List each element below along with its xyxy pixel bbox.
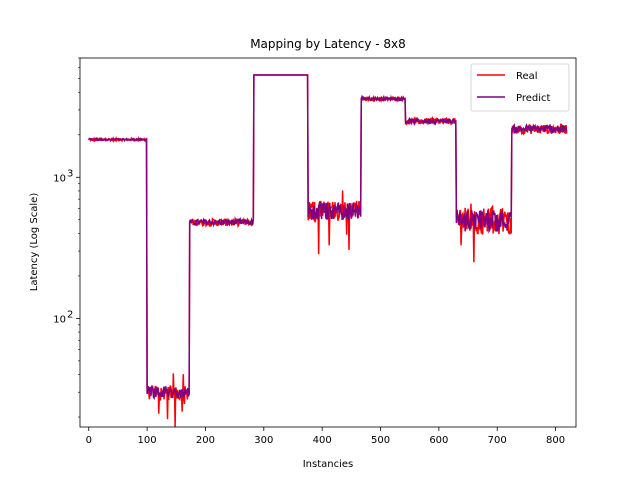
- y-tick-exponent: 3: [67, 168, 73, 179]
- x-tick-label: 700: [488, 435, 507, 446]
- legend-label-predict: Predict: [516, 93, 551, 104]
- series-line-predict: [88, 74, 568, 401]
- x-tick-label: 400: [313, 435, 332, 446]
- x-axis-label: Instancies: [303, 459, 354, 470]
- x-tick-label: 800: [546, 435, 565, 446]
- chart-title: Mapping by Latency - 8x8: [250, 37, 406, 51]
- x-tick-label: 200: [196, 435, 215, 446]
- plot-lines: [88, 74, 568, 427]
- x-tick-label: 100: [138, 435, 157, 446]
- y-axis-label: Latency (Log Scale): [29, 193, 40, 292]
- x-tick-label: 600: [429, 435, 448, 446]
- x-tick-label: 300: [254, 435, 273, 446]
- x-tick-label: 0: [86, 435, 92, 446]
- x-axis: 0 100 200 300 400 500 600 700 800: [86, 427, 565, 446]
- y-tick-exponent: 2: [67, 309, 73, 320]
- y-tick-label: 10: [53, 173, 66, 184]
- legend-label-real: Real: [516, 71, 538, 82]
- legend: Real Predict: [470, 63, 570, 112]
- x-tick-label: 500: [371, 435, 390, 446]
- plot-frame: [79, 57, 577, 428]
- y-tick-label: 10: [53, 314, 66, 325]
